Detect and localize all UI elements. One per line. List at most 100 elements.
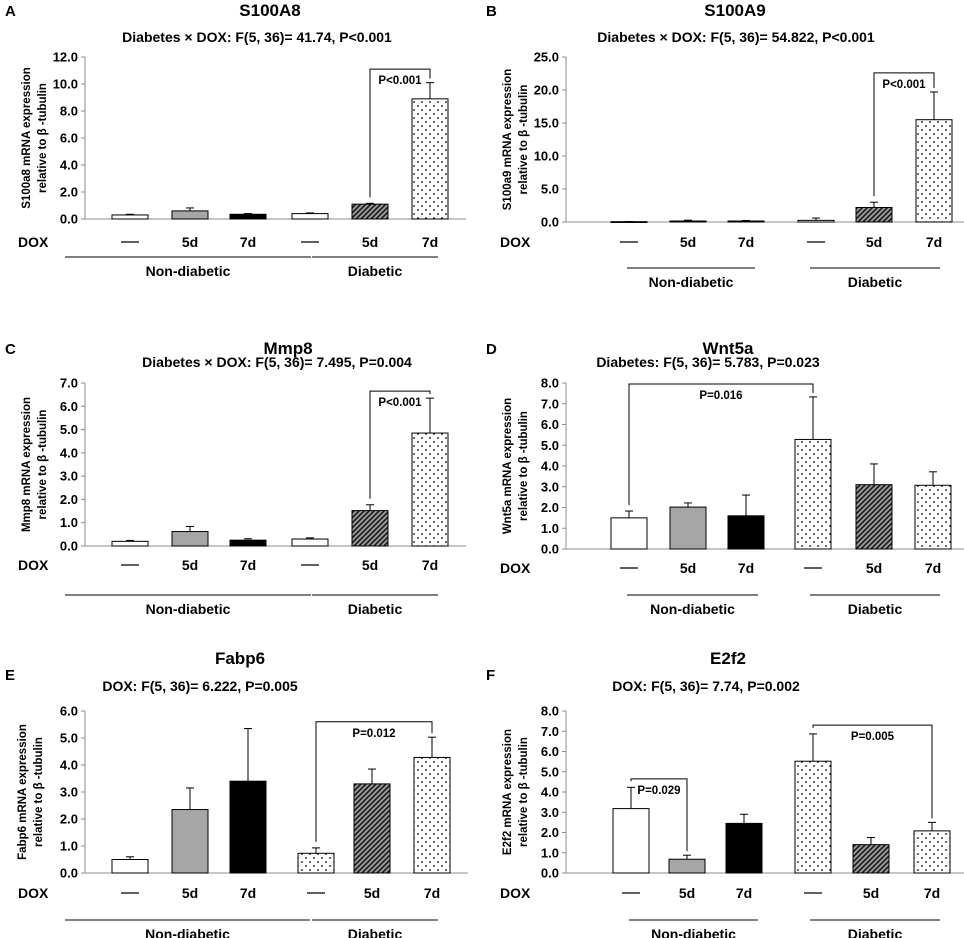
group-label-non-diabetic: Non-diabetic (651, 926, 736, 938)
bar (297, 852, 335, 874)
bar (411, 98, 449, 220)
bar (171, 210, 209, 220)
bar (413, 756, 451, 874)
panel-stat: Diabetes × DOX: F(5, 36)= 41.74, P<0.001 (122, 29, 392, 45)
y-tick-label: 2.0 (60, 185, 78, 200)
significance-label: P<0.001 (378, 75, 422, 87)
group-label-diabetic: Diabetic (848, 601, 903, 617)
y-axis-label: relative to β -tubulin (518, 411, 530, 521)
y-tick-label: 2.0 (541, 500, 559, 515)
dox-day-label: 5d (182, 557, 198, 573)
significance-label: P=0.029 (637, 785, 680, 797)
y-tick-label: 15.0 (534, 116, 559, 131)
bar (610, 517, 648, 550)
y-tick-label: 7.0 (60, 376, 78, 391)
y-tick-label: 7.0 (541, 724, 559, 739)
y-tick-label: 25.0 (534, 50, 559, 65)
panel-title: E2f2 (710, 649, 746, 668)
significance-bracket (628, 383, 814, 506)
dox-day-label: 5d (362, 234, 378, 250)
panel-title: S100A8 (239, 1, 300, 20)
y-tick-label: 3.0 (541, 805, 559, 820)
dox-label: DOX (500, 885, 531, 901)
dox-day-label: 5d (866, 234, 882, 250)
bar (725, 822, 763, 874)
group-label-non-diabetic: Non-diabetic (146, 263, 231, 279)
y-tick-label: 7.0 (541, 396, 559, 411)
dox-none-label: — (622, 234, 636, 250)
bar (669, 220, 707, 223)
y-tick-label: 3.0 (60, 785, 78, 800)
y-axis-label: E2f2 mRNA expression (502, 729, 514, 855)
significance-label: P=0.012 (352, 728, 395, 740)
dox-day-label: 5d (680, 234, 696, 250)
y-tick-label: 5.0 (60, 731, 78, 746)
significance-bracket (812, 724, 933, 819)
significance-label: P<0.001 (882, 79, 926, 91)
bar (794, 438, 832, 550)
bar (229, 539, 267, 547)
y-tick-label: 20.0 (534, 83, 559, 98)
y-tick-label: 0.0 (541, 215, 559, 230)
y-tick-label: 3.0 (60, 469, 78, 484)
bar (913, 830, 951, 874)
group-label-diabetic: Diabetic (348, 263, 403, 279)
dox-none-label: — (806, 560, 820, 576)
dox-day-label: 7d (240, 885, 256, 901)
y-tick-label: 12.0 (53, 50, 78, 65)
group-label-non-diabetic: Non-diabetic (146, 601, 231, 617)
significance-bracket (630, 778, 688, 852)
panel-A: A S100A8 Diabetes × DOX: F(5, 36)= 41.74, … (5, 1, 466, 279)
y-axis-label: S100a8 mRNA expression (21, 67, 33, 208)
y-tick-label: 5.0 (541, 438, 559, 453)
bar (612, 808, 650, 874)
panel-title: Mmp8 (263, 339, 312, 358)
panel-title: Fabp6 (215, 649, 265, 668)
panel-title: S100A9 (704, 1, 765, 20)
dox-day-label: 7d (422, 234, 438, 250)
dox-day-label: 7d (422, 557, 438, 573)
bar (351, 203, 389, 220)
y-tick-label: 5.0 (60, 422, 78, 437)
dox-day-label: 5d (863, 885, 879, 901)
dox-day-label: 5d (679, 885, 695, 901)
y-tick-label: 10.0 (534, 149, 559, 164)
y-tick-label: 10.0 (53, 77, 78, 92)
panel-stat: Diabetes × DOX: F(5, 36)= 7.495, P=0.004 (142, 354, 412, 370)
dox-none-label: — (809, 234, 823, 250)
bar (291, 213, 329, 220)
y-tick-label: 2.0 (60, 812, 78, 827)
y-tick-label: 4.0 (60, 445, 78, 460)
dox-none-label: — (309, 885, 323, 901)
significance-bracket (315, 721, 433, 842)
y-tick-label: 4.0 (60, 158, 78, 173)
dox-day-label: 5d (364, 885, 380, 901)
y-tick-label: 6.0 (60, 704, 78, 719)
bar (291, 538, 329, 547)
y-tick-label: 1.0 (541, 845, 559, 860)
panel-label: E (5, 667, 15, 684)
significance-bracket (873, 72, 935, 197)
significance-label: P=0.016 (699, 390, 742, 402)
y-axis-label: relative to β -tubulin (518, 737, 530, 847)
panel-label: F (486, 667, 495, 684)
dox-none-label: — (624, 885, 638, 901)
dox-day-label: 7d (924, 885, 940, 901)
dox-day-label: 7d (926, 234, 942, 250)
dox-day-label: 5d (182, 885, 198, 901)
y-tick-label: 1.0 (60, 839, 78, 854)
panel-label: A (5, 3, 16, 20)
dox-day-label: 5d (866, 560, 882, 576)
bar (852, 844, 890, 874)
y-tick-label: 6.0 (60, 131, 78, 146)
group-label-diabetic: Diabetic (348, 601, 403, 617)
y-axis-label: relative to β -tubulin (37, 83, 49, 193)
panel-stat: Diabetes × DOX: F(5, 36)= 54.822, P<0.00… (597, 29, 875, 45)
y-tick-label: 8.0 (541, 704, 559, 719)
bar (353, 783, 391, 874)
significance-label: P<0.001 (378, 397, 422, 409)
dox-day-label: 7d (738, 234, 754, 250)
bar (727, 220, 765, 223)
